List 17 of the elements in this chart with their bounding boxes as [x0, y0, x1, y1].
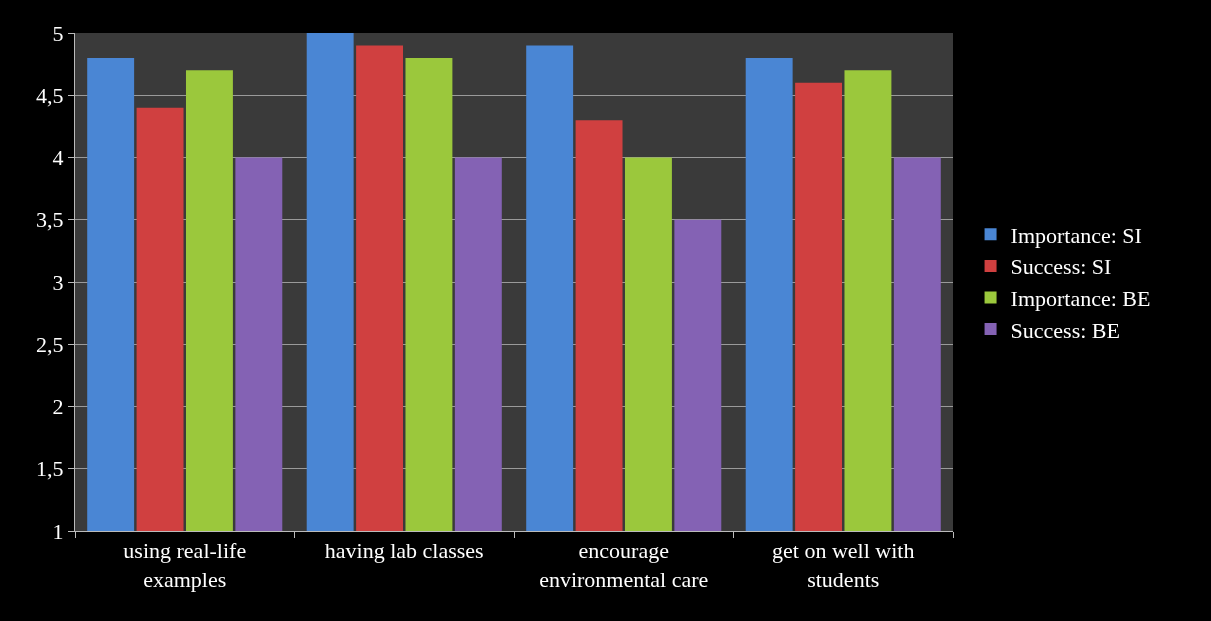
- legend-label: Importance: BE: [1010, 286, 1151, 312]
- y-tick-label: 4: [52, 145, 64, 171]
- y-tick-label: 4,5: [36, 82, 64, 108]
- y-tick-label: 3,5: [36, 207, 64, 233]
- legend-label: Success: SI: [1010, 254, 1112, 280]
- x-tick-label: using real-life examples: [123, 538, 247, 592]
- x-tick-label: having lab classes: [324, 538, 484, 564]
- y-tick-label: 5: [52, 20, 64, 46]
- y-tick-label: 2,5: [36, 331, 64, 357]
- y-tick-label: 2: [52, 394, 64, 420]
- x-tick-label: get on well with students: [772, 538, 915, 592]
- y-tick-label: 1,5: [36, 456, 64, 482]
- y-tick-label: 1: [52, 518, 64, 544]
- y-tick-label: 3: [52, 269, 64, 295]
- x-tick-label: encourage environmental care: [539, 538, 709, 592]
- legend-label: Success: BE: [1010, 317, 1120, 343]
- legend-label: Importance: SI: [1010, 222, 1142, 248]
